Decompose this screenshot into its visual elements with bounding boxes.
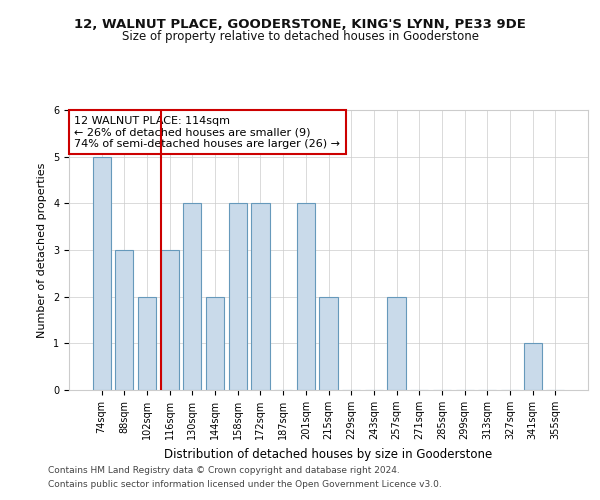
Bar [138, 296, 156, 390]
Y-axis label: Number of detached properties: Number of detached properties [37, 162, 47, 338]
Text: Contains public sector information licensed under the Open Government Licence v3: Contains public sector information licen… [48, 480, 442, 489]
Bar [319, 296, 338, 390]
Bar [184, 204, 202, 390]
Text: 12, WALNUT PLACE, GOODERSTONE, KING'S LYNN, PE33 9DE: 12, WALNUT PLACE, GOODERSTONE, KING'S LY… [74, 18, 526, 30]
Bar [161, 250, 179, 390]
Text: Size of property relative to detached houses in Gooderstone: Size of property relative to detached ho… [121, 30, 479, 43]
Bar [251, 204, 269, 390]
Bar [206, 296, 224, 390]
Bar [229, 204, 247, 390]
Bar [115, 250, 133, 390]
Bar [92, 156, 111, 390]
Bar [524, 344, 542, 390]
Bar [388, 296, 406, 390]
Text: Contains HM Land Registry data © Crown copyright and database right 2024.: Contains HM Land Registry data © Crown c… [48, 466, 400, 475]
Bar [297, 204, 315, 390]
Text: 12 WALNUT PLACE: 114sqm
← 26% of detached houses are smaller (9)
74% of semi-det: 12 WALNUT PLACE: 114sqm ← 26% of detache… [74, 116, 340, 149]
X-axis label: Distribution of detached houses by size in Gooderstone: Distribution of detached houses by size … [164, 448, 493, 460]
